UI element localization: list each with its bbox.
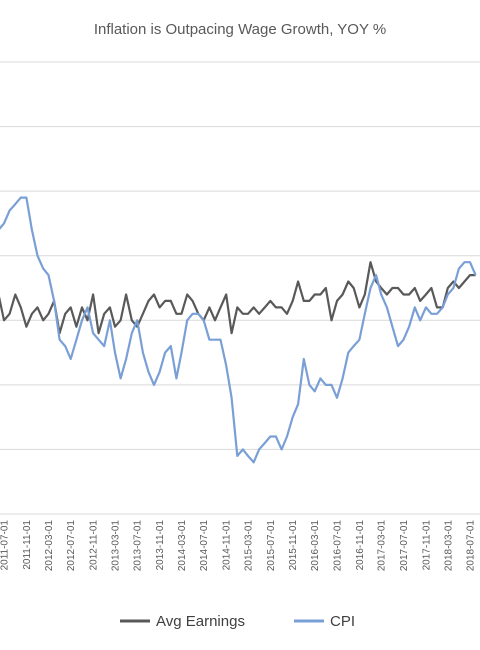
- x-tick-label: 2012-07-01: [66, 520, 77, 572]
- x-tick-label: 2014-11-01: [222, 520, 233, 571]
- x-tick-label: 2015-11-01: [288, 520, 299, 571]
- x-tick-label: 2018-07-01: [466, 520, 477, 572]
- x-tick-label: 2013-07-01: [133, 520, 144, 572]
- legend-label-cpi: CPI: [330, 613, 355, 630]
- x-tick-label: 2012-03-01: [44, 520, 55, 572]
- legend: Avg Earnings CPI: [120, 613, 355, 630]
- series-lines: [0, 196, 477, 464]
- chart-title: Inflation is Outpacing Wage Growth, YOY …: [94, 21, 386, 38]
- legend-label-avg-earnings: Avg Earnings: [156, 613, 245, 630]
- series-line-avg-earnings: [0, 261, 476, 335]
- x-tick-label: 2017-03-01: [377, 520, 388, 572]
- x-tick-label: 2014-07-01: [199, 520, 210, 572]
- x-tick-label: 2016-07-01: [333, 520, 344, 572]
- x-tick-label: 2013-11-01: [155, 520, 166, 571]
- x-tick-label: 2016-11-01: [355, 520, 366, 571]
- gridlines: [0, 61, 480, 515]
- x-tick-label: 2017-11-01: [421, 520, 432, 571]
- x-tick-label: 2011-07-01: [0, 520, 11, 571]
- x-tick-label: 2018-03-01: [443, 520, 454, 572]
- x-tick-label: 2011-11-01: [22, 520, 33, 570]
- x-tick-label: 2013-03-01: [111, 520, 122, 572]
- x-axis-tick-labels: 2011-07-01 2011-11-01 2012-03-01 2012-07-01…: [0, 520, 477, 572]
- x-tick-label: 2014-03-01: [177, 520, 188, 572]
- x-tick-label: 2017-07-01: [399, 520, 410, 572]
- x-tick-label: 2012-11-01: [89, 520, 100, 571]
- x-tick-label: 2015-07-01: [266, 520, 277, 572]
- series-line-cpi: [0, 196, 477, 464]
- x-tick-label: 2015-03-01: [244, 520, 255, 572]
- x-tick-label: 2016-03-01: [310, 520, 321, 572]
